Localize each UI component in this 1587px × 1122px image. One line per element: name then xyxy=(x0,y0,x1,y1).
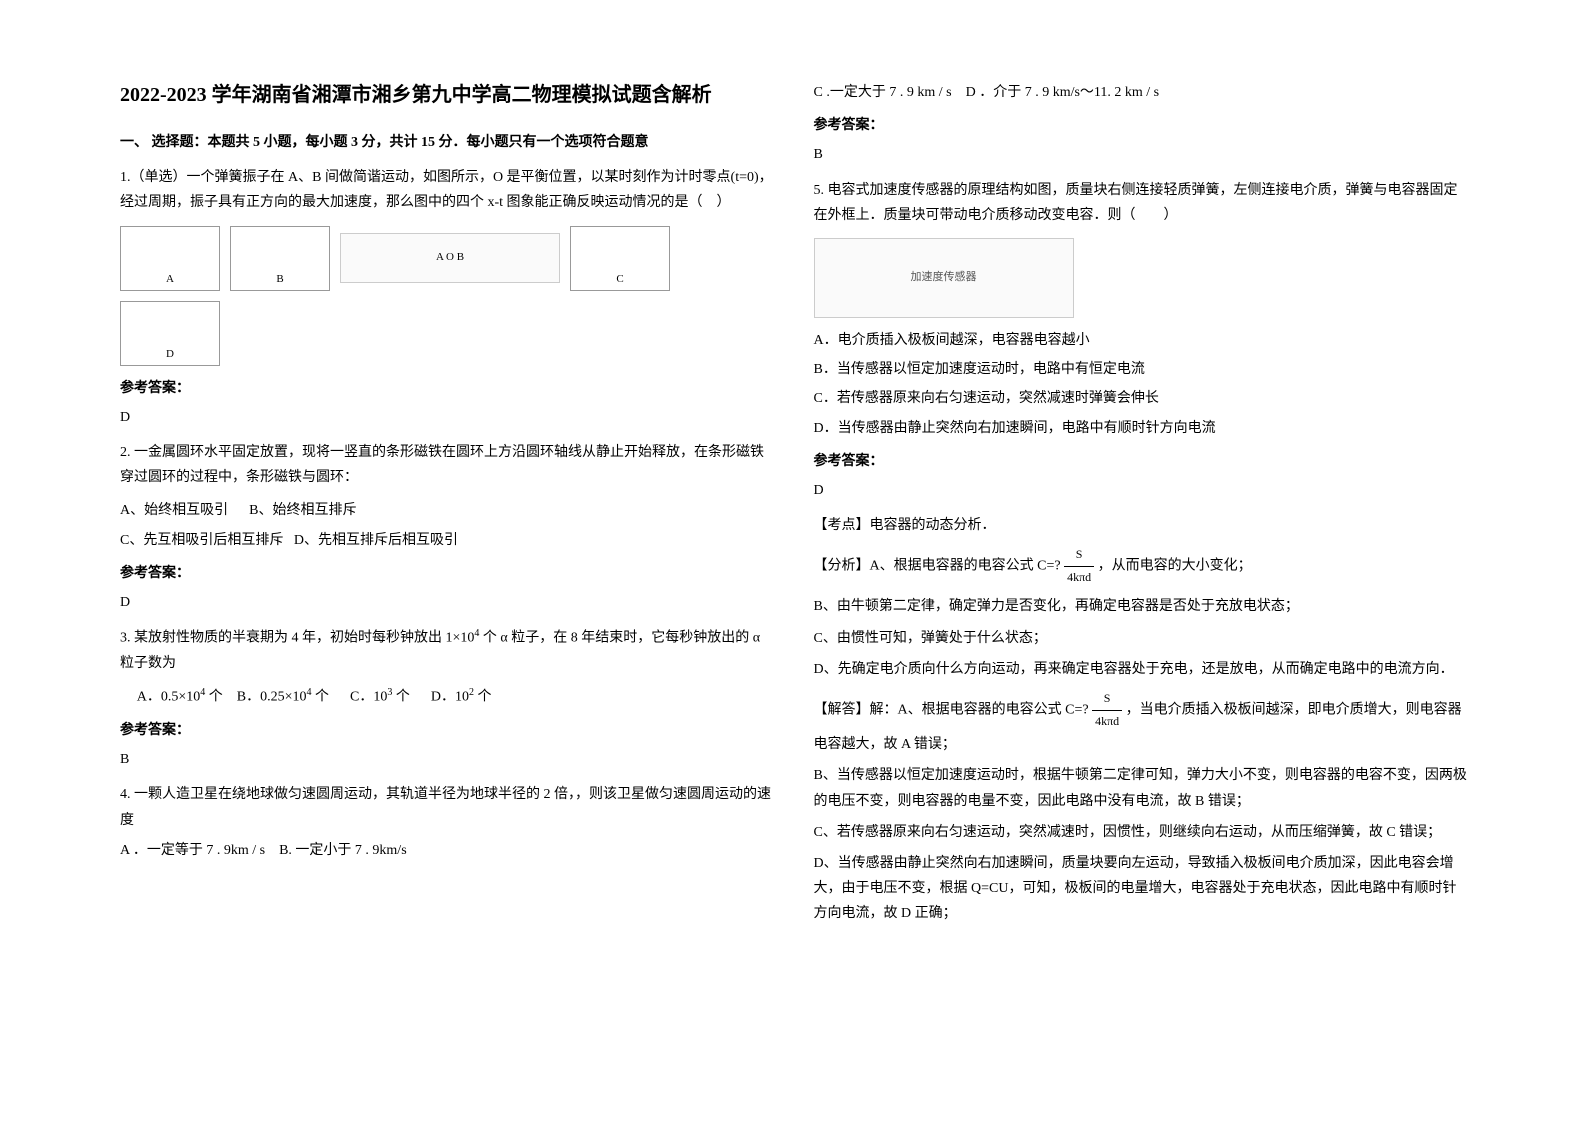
q5-opt-c: C．若传感器原来向右匀速运动，突然减速时弹簧会伸长 xyxy=(814,386,1468,411)
question-5: 5. 电容式加速度传感器的原理结构如图，质量块右侧连接轻质弹簧，左侧连接电介质，… xyxy=(814,178,1468,927)
q2-opt-c: C、先互相吸引后相互排斥 xyxy=(120,533,283,548)
document-title: 2022-2023 学年湖南省湘潭市湘乡第九中学高二物理模拟试题含解析 xyxy=(120,80,774,110)
left-column: 2022-2023 学年湖南省湘潭市湘乡第九中学高二物理模拟试题含解析 一、 选… xyxy=(100,80,794,1082)
question-3: 3. 某放射性物质的半衰期为 4 年，初始时每秒钟放出 1×104 个 α 粒子… xyxy=(120,625,774,772)
q3-options: A．0.5×104 个 B．0.25×104 个 C．103 个 D．102 个 xyxy=(120,684,774,710)
q3-opt-a-post: 个 xyxy=(205,690,223,705)
q5-fraction-1: S 4kπd xyxy=(1064,544,1094,588)
q5-analysis-c: C、由惯性可知，弹簧处于什么状态； xyxy=(814,626,1468,651)
q3-answer: B xyxy=(120,747,774,772)
question-1: 1.（单选）一个弹簧振子在 A、B 间做简谐运动，如图所示，O 是平衡位置，以某… xyxy=(120,165,774,430)
q5-opt-b: B．当传感器以恒定加速度运动时，电路中有恒定电流 xyxy=(814,357,1468,382)
q4-text: 4. 一颗人造卫星在绕地球做匀速圆周运动，其轨道半径为地球半径的 2 倍，，则该… xyxy=(120,782,774,832)
q5-solution-c: C、若传感器原来向右匀速运动，突然减速时，因惯性，则继续向右运动，从而压缩弹簧，… xyxy=(814,820,1468,845)
q2-opt-d: D、先相互排斥后相互吸引 xyxy=(294,533,458,548)
q1-graph-d: D xyxy=(120,301,220,366)
q5-analysis-d: D、先确定电介质向什么方向运动，再来确定电容器处于充电，还是放电，从而确定电路中… xyxy=(814,657,1468,682)
q5-solution-a-pre: 【解答】解：A、根据电容器的电容公式 C=? xyxy=(814,702,1089,717)
q5-answer-label: 参考答案： xyxy=(814,449,1468,474)
q3-opt-b-post: 个 xyxy=(311,690,329,705)
q4-answer: B xyxy=(814,142,1468,167)
q1-text: 1.（单选）一个弹簧振子在 A、B 间做简谐运动，如图所示，O 是平衡位置，以某… xyxy=(120,165,774,215)
q3-opt-b-pre: B．0.25×10 xyxy=(237,690,307,705)
q5-opt-a: A．电介质插入极板间越深，电容器电容越小 xyxy=(814,328,1468,353)
q1-graph-c: C xyxy=(570,226,670,291)
q5-fraction-2: S 4kπd xyxy=(1092,688,1122,732)
q4-opt-c: C .一定大于 7 . 9 km / s xyxy=(814,85,952,100)
q1-graphs: A B A O B C D xyxy=(120,226,774,366)
q5-sensor-diagram: 加速度传感器 xyxy=(814,238,1074,318)
q5-answer: D xyxy=(814,478,1468,503)
q1-answer-label: 参考答案： xyxy=(120,376,774,401)
q4-opt-b: B. 一定小于 7 . 9km/s xyxy=(279,843,407,858)
q3-opt-c-pre: C．10 xyxy=(350,690,387,705)
q2-opt-b: B、始终相互排斥 xyxy=(249,503,356,518)
q2-text: 2. 一金属圆环水平固定放置，现将一竖直的条形磁铁在圆环上方沿圆环轴线从静止开始… xyxy=(120,440,774,490)
q4-opt-d: D ．介于 7 . 9 km/s～11. 2 km / s xyxy=(966,85,1160,100)
q1-spring-diagram: A O B xyxy=(340,233,560,283)
q5-frac-den-2: 4kπd xyxy=(1092,711,1122,733)
q5-text: 5. 电容式加速度传感器的原理结构如图，质量块右侧连接轻质弹簧，左侧连接电介质，… xyxy=(814,178,1468,228)
q5-analysis-title: 【考点】电容器的动态分析． xyxy=(814,513,1468,538)
q5-frac-num-1: S xyxy=(1064,544,1094,567)
q4-answer-label: 参考答案： xyxy=(814,113,1468,138)
q3-opt-d-pre: D．10 xyxy=(431,690,469,705)
question-2: 2. 一金属圆环水平固定放置，现将一竖直的条形磁铁在圆环上方沿圆环轴线从静止开始… xyxy=(120,440,774,615)
q1-answer: D xyxy=(120,405,774,430)
question-4: 4. 一颗人造卫星在绕地球做匀速圆周运动，其轨道半径为地球半径的 2 倍，，则该… xyxy=(120,782,774,863)
q3-opt-a-pre: A．0.5×10 xyxy=(137,690,201,705)
q2-row-cd: C、先互相吸引后相互排斥 D、先相互排斥后相互吸引 xyxy=(120,528,774,553)
right-column: C .一定大于 7 . 9 km / s D ．介于 7 . 9 km/s～11… xyxy=(794,80,1488,1082)
q1-graph-b: B xyxy=(230,226,330,291)
q5-opt-d: D．当传感器由静止突然向右加速瞬间，电路中有顺时针方向电流 xyxy=(814,416,1468,441)
section-heading: 一、 选择题：本题共 5 小题，每小题 3 分，共计 15 分．每小题只有一个选… xyxy=(120,130,774,155)
q2-answer-label: 参考答案： xyxy=(120,561,774,586)
q2-options: A、始终相互吸引 B、始终相互排斥 C、先互相吸引后相互排斥 D、先相互排斥后相… xyxy=(120,498,774,552)
q3-opt-d-post: 个 xyxy=(474,690,492,705)
q2-opt-a: A、始终相互吸引 xyxy=(120,503,228,518)
q5-frac-num-2: S xyxy=(1092,688,1122,711)
q5-analysis-intro-post: ，从而电容的大小变化； xyxy=(1098,559,1252,574)
q3-text-part1: 3. 某放射性物质的半衰期为 4 年，初始时每秒钟放出 1×10 xyxy=(120,631,474,646)
q5-frac-den-1: 4kπd xyxy=(1064,567,1094,589)
q2-row-ab: A、始终相互吸引 B、始终相互排斥 xyxy=(120,498,774,523)
q5-solution-d: D、当传感器由静止突然向右加速瞬间，质量块要向左运动，导致插入极板间电介质加深，… xyxy=(814,851,1468,927)
q5-solution-a: 【解答】解：A、根据电容器的电容公式 C=? S 4kπd ，当电介质插入极板间… xyxy=(814,688,1468,757)
q5-analysis-b: B、由牛顿第二定律，确定弹力是否变化，再确定电容器是否处于充放电状态； xyxy=(814,594,1468,619)
q4-row-cd: C .一定大于 7 . 9 km / s D ．介于 7 . 9 km/s～11… xyxy=(814,80,1468,105)
q3-text: 3. 某放射性物质的半衰期为 4 年，初始时每秒钟放出 1×104 个 α 粒子… xyxy=(120,625,774,676)
q2-answer: D xyxy=(120,590,774,615)
q5-solution-b: B、当传感器以恒定加速度运动时，根据牛顿第二定律可知，弹力大小不变，则电容器的电… xyxy=(814,763,1468,813)
q4-row-ab: A ．一定等于 7 . 9km / s B. 一定小于 7 . 9km/s xyxy=(120,838,774,863)
q3-answer-label: 参考答案： xyxy=(120,718,774,743)
q5-analysis-intro: 【分析】A、根据电容器的电容公式 C=? S 4kπd ，从而电容的大小变化； xyxy=(814,544,1468,588)
q1-graph-a: A xyxy=(120,226,220,291)
q5-analysis-intro-pre: 【分析】A、根据电容器的电容公式 C=? xyxy=(814,559,1061,574)
q4-opt-a: A ．一定等于 7 . 9km / s xyxy=(120,843,265,858)
q3-opt-c-post: 个 xyxy=(392,690,410,705)
